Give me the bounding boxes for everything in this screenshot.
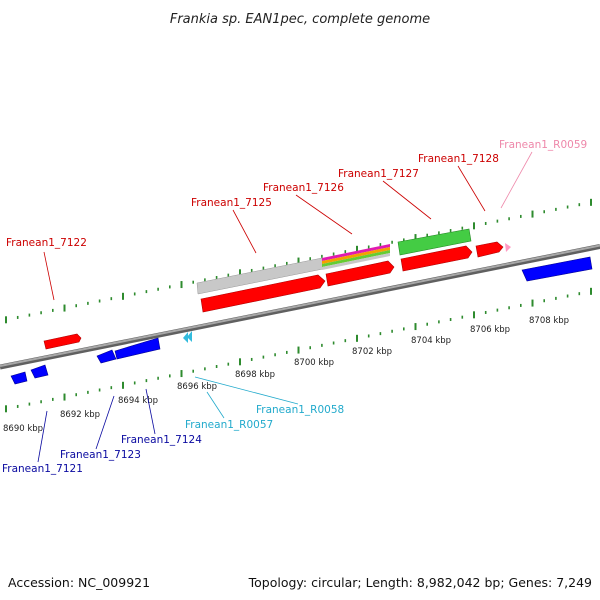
- gene-label-franean1-7123[interactable]: Franean1_7123: [60, 449, 141, 461]
- feature-bar-greylight: [322, 253, 390, 270]
- rna-franean1-r0059[interactable]: [505, 243, 511, 252]
- gene-label-franean1-7122[interactable]: Franean1_7122: [6, 237, 87, 249]
- gene-franean1-7121-b[interactable]: [30, 364, 49, 379]
- gene-franean1-7128[interactable]: [475, 241, 504, 258]
- gene-right-blue[interactable]: [521, 256, 593, 282]
- scale-label: 8696 kbp: [177, 382, 217, 392]
- gene-label-franean1-7121[interactable]: Franean1_7121: [2, 463, 83, 475]
- scale-label: 8702 kbp: [352, 347, 392, 357]
- rna-franean1-r0057[interactable]: [183, 332, 188, 343]
- gene-label-franean1-7128[interactable]: Franean1_7128: [418, 153, 499, 165]
- gene-franean1-7123[interactable]: [96, 349, 117, 364]
- reverse-gene-labels: Franean1_7121 Franean1_7123 Franean1_712…: [2, 404, 344, 475]
- accession-text: Accession: NC_009921: [8, 575, 150, 590]
- scale-label: 8692 kbp: [60, 410, 100, 420]
- scale-label: 8700 kbp: [294, 358, 334, 368]
- topology-text: Topology: circular; Length: 8,982,042 bp…: [248, 575, 592, 590]
- gene-label-franean1-r0057[interactable]: Franean1_R0057: [185, 419, 273, 431]
- gene-franean1-7125[interactable]: [200, 274, 326, 313]
- rna-franean1-r0058[interactable]: [187, 331, 192, 342]
- forward-gene-labels: Franean1_7122 Franean1_7125 Franean1_712…: [6, 139, 587, 249]
- tick-track-outer: [5, 198, 592, 324]
- tick-track-inner: [5, 287, 592, 413]
- scale-label: 8704 kbp: [411, 336, 451, 346]
- gene-label-franean1-7127[interactable]: Franean1_7127: [338, 168, 419, 180]
- gene-label-franean1-7126[interactable]: Franean1_7126: [263, 182, 344, 194]
- scale-label: 8708 kbp: [529, 316, 569, 326]
- gene-label-franean1-r0059[interactable]: Franean1_R0059: [499, 139, 587, 151]
- scale-label: 8698 kbp: [235, 370, 275, 380]
- scale-labels: 8690 kbp 8692 kbp 8694 kbp 8696 kbp 8698…: [3, 316, 569, 434]
- gene-franean1-7121-a[interactable]: [10, 371, 28, 385]
- gene-label-franean1-7124[interactable]: Franean1_7124: [121, 434, 202, 446]
- gene-features: [10, 228, 593, 385]
- scale-label: 8706 kbp: [470, 325, 510, 335]
- scale-label: 8690 kbp: [3, 424, 43, 434]
- gene-franean1-7126[interactable]: [325, 260, 395, 287]
- scale-label: 8694 kbp: [118, 396, 158, 406]
- map-title: Frankia sp. EAN1pec, complete genome: [170, 12, 430, 27]
- feature-bar-green: [322, 250, 390, 267]
- genome-backbone: [0, 244, 600, 370]
- feature-bar-magenta: [322, 244, 390, 261]
- gene-franean1-7124[interactable]: [114, 337, 161, 360]
- feature-bar-orange: [322, 247, 390, 264]
- gene-franean1-7122[interactable]: [43, 333, 82, 350]
- gene-label-franean1-7125[interactable]: Franean1_7125: [191, 197, 272, 209]
- feature-bar-green-7127: [397, 228, 472, 256]
- gene-label-franean1-r0058[interactable]: Franean1_R0058: [256, 404, 344, 416]
- label-leaders: [37, 151, 533, 463]
- gene-franean1-7127[interactable]: [400, 245, 473, 272]
